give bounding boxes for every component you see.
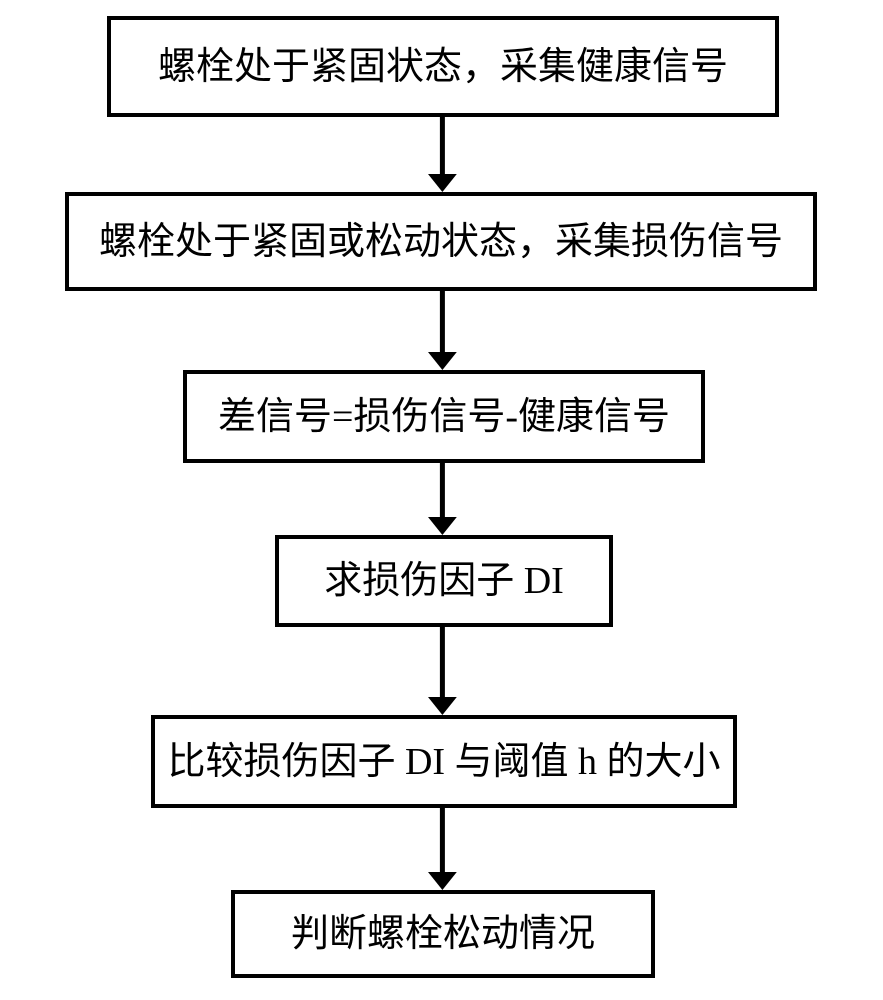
flow-arrow	[426, 117, 459, 192]
flow-node-collect-damage-signal: 螺栓处于紧固或松动状态，采集损伤信号	[65, 192, 817, 291]
flow-node-judge-looseness: 判断螺栓松动情况	[231, 890, 655, 978]
flow-node-label: 螺栓处于紧固或松动状态，采集损伤信号	[99, 223, 783, 261]
flow-node-label: 比较损伤因子 DI 与阈值 h 的大小	[167, 743, 720, 781]
flow-node-label: 求损伤因子 DI	[324, 562, 564, 600]
flow-node-label: 判断螺栓松动情况	[291, 915, 595, 953]
flow-arrow	[426, 463, 459, 535]
flowchart-container: 螺栓处于紧固状态，采集健康信号 螺栓处于紧固或松动状态，采集损伤信号 差信号=损…	[0, 0, 883, 1000]
flow-arrow	[426, 808, 459, 890]
flow-arrow	[426, 291, 459, 370]
flow-node-compute-diff-signal: 差信号=损伤信号-健康信号	[183, 370, 705, 463]
flow-node-compare-threshold: 比较损伤因子 DI 与阈值 h 的大小	[151, 715, 737, 808]
flow-arrow	[426, 627, 459, 715]
flow-node-collect-healthy-signal: 螺栓处于紧固状态，采集健康信号	[107, 16, 779, 117]
flow-node-label: 螺栓处于紧固状态，采集健康信号	[158, 48, 728, 86]
flow-node-label: 差信号=损伤信号-健康信号	[218, 398, 670, 436]
flow-node-compute-damage-index: 求损伤因子 DI	[275, 535, 613, 627]
